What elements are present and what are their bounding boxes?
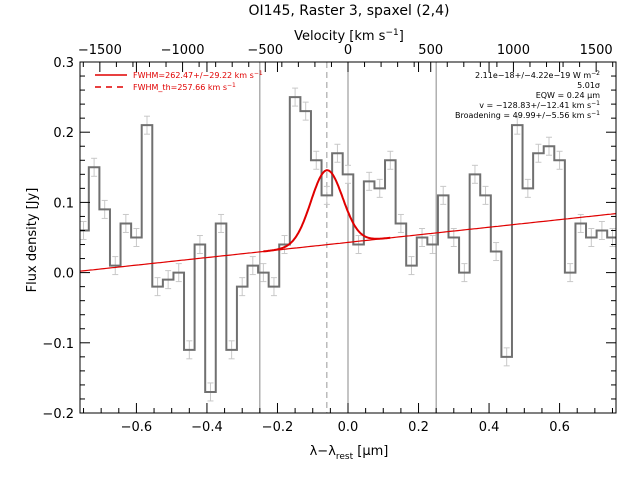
top-tick-label: 1000 [497,43,530,58]
top-tick-label: 500 [418,43,443,58]
top-x-axis-title: Velocity [km s−1] [294,28,404,44]
x-tick-label: −0.2 [262,420,294,435]
legend-entry: FWHM_th=257.66 km s−1 [133,82,236,92]
y-tick-label: 0.1 [53,196,74,211]
continuum-fit-line [79,213,617,272]
annotation-line: Broadening = 49.99+/−5.56 km s−1 [455,110,600,120]
x-tick-label: −0.6 [121,420,153,435]
legend-entry: FWHM=262.47+/−29.22 km s−1 [133,70,263,80]
annotation-line: 5.01σ [577,81,600,90]
plot-area: −0.6 −0.4 −0.2 0.0 0.2 0.4 0.6 −1500 −1000 −500 0 5… [42,43,617,435]
annotation-line: EQW = 0.24 μm [536,91,600,100]
top-tick-label: −500 [247,43,283,58]
gaussian-fit-line [263,169,391,253]
x-tick-label: −0.4 [191,420,223,435]
top-tick-label: 0 [344,43,352,58]
annotation-line: 2.11e−18+/−4.22e−19 W m−2 [475,70,600,80]
y-axis-title: Flux density [Jy] [25,188,40,293]
x-tick-label: 0.4 [479,420,500,435]
chart-title: OI145, Raster 3, spaxel (2,4) [249,3,450,19]
x-tick-label: 0.0 [338,420,359,435]
annotation-line: v = −128.83+/−12.41 km s−1 [479,100,600,110]
top-tick-label: 1500 [580,43,613,58]
x-tick-label: 0.2 [408,420,429,435]
spectrum-step-line [80,96,616,393]
y-tick-label: 0.0 [53,267,74,282]
x-tick-label: 0.6 [549,420,570,435]
top-tick-label: −1000 [161,43,205,58]
y-tick-label: 0.2 [53,126,74,141]
x-axis-title: λ−λrest [μm] [310,444,389,462]
top-tick-label: −1500 [78,43,122,58]
y-tick-label: 0.3 [53,56,74,71]
y-tick-label: −0.1 [42,337,74,352]
y-tick-label: −0.2 [42,407,74,422]
